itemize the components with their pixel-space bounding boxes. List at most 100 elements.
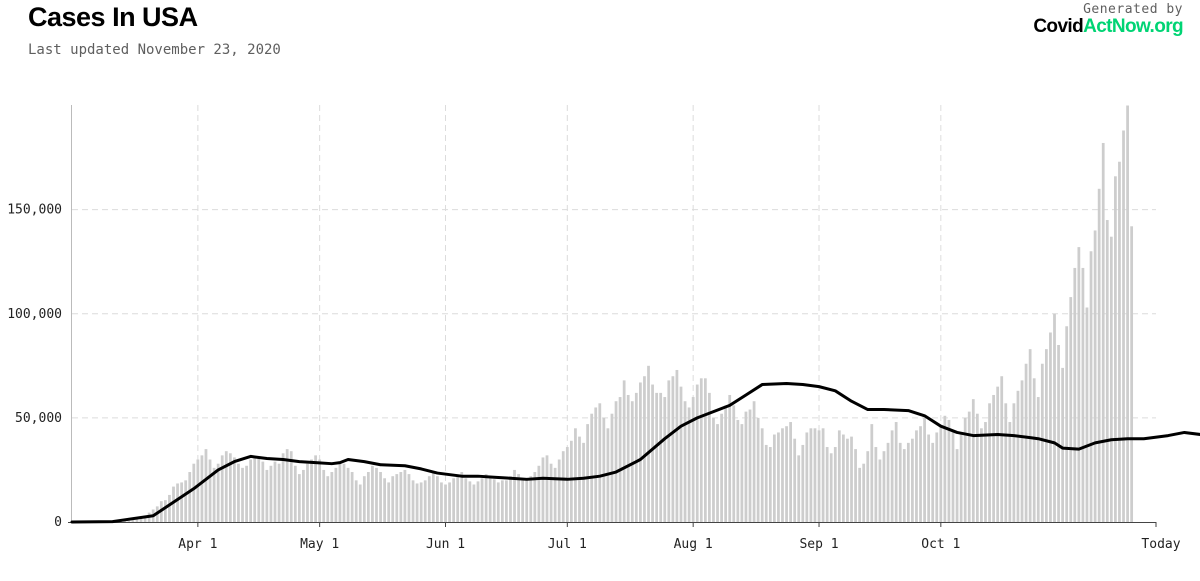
daily-cases-bar bbox=[894, 422, 898, 522]
daily-cases-bar bbox=[862, 463, 866, 522]
daily-cases-bar bbox=[224, 451, 228, 522]
daily-cases-bar bbox=[975, 413, 979, 522]
seven-day-average bbox=[70, 382, 1200, 524]
daily-cases-bar bbox=[1004, 403, 1008, 522]
daily-cases-bar bbox=[850, 436, 853, 522]
daily-cases-bar bbox=[712, 417, 715, 523]
daily-cases-bar bbox=[277, 463, 281, 522]
daily-cases-bar bbox=[1069, 297, 1073, 522]
daily-cases-bar bbox=[598, 403, 602, 522]
daily-cases-bar bbox=[614, 401, 618, 522]
daily-cases-bar bbox=[249, 459, 253, 522]
daily-cases-bar bbox=[342, 463, 346, 522]
daily-cases-bar bbox=[1118, 161, 1121, 523]
page-title: Cases In USA bbox=[28, 2, 198, 32]
daily-cases-bar bbox=[837, 430, 841, 522]
daily-cases-bar bbox=[306, 463, 309, 522]
daily-cases-bar bbox=[817, 430, 821, 522]
daily-cases-bar bbox=[1008, 422, 1012, 522]
daily-cases-bar bbox=[801, 444, 805, 522]
daily-cases-bar bbox=[809, 428, 813, 522]
daily-cases-bar bbox=[338, 461, 342, 522]
daily-cases-bar bbox=[326, 476, 330, 522]
x-tick-label: Jul 1 bbox=[548, 537, 587, 552]
daily-cases-bar bbox=[1122, 130, 1125, 523]
daily-cases-bar bbox=[772, 434, 776, 522]
daily-cases-bar bbox=[1126, 105, 1129, 522]
daily-cases-bar bbox=[488, 476, 492, 522]
daily-cases-bar bbox=[1077, 247, 1081, 523]
x-tick-label: Oct 1 bbox=[921, 537, 960, 552]
daily-cases-bar bbox=[1089, 251, 1093, 522]
x-tick-label: Apr 1 bbox=[178, 537, 217, 552]
daily-cases-bar bbox=[188, 472, 192, 522]
daily-cases-bar bbox=[135, 519, 139, 522]
daily-cases-bar bbox=[228, 453, 232, 522]
daily-cases-bar bbox=[318, 459, 322, 522]
daily-cases-bar bbox=[354, 480, 358, 522]
daily-cases-bar bbox=[143, 515, 147, 522]
daily-cases-bar bbox=[545, 455, 549, 522]
daily-cases-bar bbox=[484, 474, 488, 522]
daily-cases-bar bbox=[180, 482, 183, 522]
daily-cases-bar bbox=[630, 401, 634, 522]
daily-cases-bar bbox=[842, 434, 845, 522]
daily-cases-bar bbox=[777, 432, 780, 522]
daily-cases-bar bbox=[691, 397, 695, 522]
daily-cases-bar bbox=[1045, 349, 1048, 522]
daily-cases-bar bbox=[703, 378, 707, 522]
daily-cases-bar bbox=[1016, 390, 1020, 522]
daily-cases-bar bbox=[923, 417, 926, 523]
daily-cases-bar bbox=[980, 428, 983, 522]
daily-cases-bar bbox=[667, 380, 671, 522]
daily-cases-bar bbox=[651, 384, 654, 522]
daily-cases-bar bbox=[683, 401, 687, 522]
daily-cases-bar bbox=[172, 486, 175, 522]
daily-cases-bar bbox=[931, 442, 935, 522]
daily-cases-bar bbox=[805, 432, 809, 522]
daily-cases-bar bbox=[476, 481, 480, 522]
daily-cases-bar bbox=[529, 476, 533, 522]
daily-cases-bar bbox=[561, 451, 565, 522]
daily-cases-bar bbox=[1024, 363, 1028, 522]
y-tick-label: 100,000 bbox=[7, 307, 62, 322]
daily-cases-bar bbox=[480, 478, 484, 522]
daily-cases-bar bbox=[736, 419, 740, 522]
daily-cases-bar bbox=[1061, 367, 1064, 522]
daily-cases-bar bbox=[517, 474, 520, 522]
daily-cases-bar bbox=[403, 469, 407, 522]
daily-cases-bar bbox=[131, 520, 135, 522]
daily-cases-bar bbox=[582, 442, 585, 522]
daily-cases-bar bbox=[399, 472, 403, 522]
daily-cases-bar bbox=[293, 465, 297, 522]
daily-cases-bar bbox=[273, 461, 277, 522]
daily-cases-bar bbox=[1000, 376, 1004, 522]
daily-cases-bar bbox=[874, 447, 878, 522]
daily-cases-bar bbox=[1073, 267, 1077, 522]
daily-cases-bar bbox=[281, 453, 285, 522]
daily-cases-bar bbox=[415, 483, 419, 522]
daily-cases-bar bbox=[634, 392, 638, 522]
daily-cases-bar bbox=[935, 432, 939, 522]
daily-cases-bar bbox=[728, 394, 732, 522]
daily-cases-bar bbox=[740, 424, 744, 522]
seven-day-average-line bbox=[70, 382, 1200, 524]
daily-cases-bar bbox=[192, 463, 196, 522]
daily-cases-bar bbox=[626, 394, 630, 522]
daily-cases-bar bbox=[951, 430, 955, 522]
daily-cases-bar bbox=[785, 426, 788, 522]
daily-cases-bar bbox=[253, 457, 257, 522]
daily-cases-bar bbox=[208, 459, 212, 522]
chart-grid bbox=[72, 105, 1156, 522]
daily-cases-bar bbox=[220, 455, 224, 522]
daily-cases-bars bbox=[107, 105, 1134, 523]
daily-cases-bar bbox=[419, 482, 423, 522]
daily-cases-bar bbox=[919, 426, 922, 522]
daily-cases-bar bbox=[716, 424, 719, 522]
daily-cases-bar bbox=[967, 411, 971, 522]
daily-cases-bar bbox=[756, 417, 760, 523]
daily-cases-bar bbox=[537, 465, 541, 522]
covid-act-now-logo[interactable]: CovidActNow.org bbox=[1033, 16, 1183, 38]
daily-cases-bar bbox=[890, 430, 894, 522]
